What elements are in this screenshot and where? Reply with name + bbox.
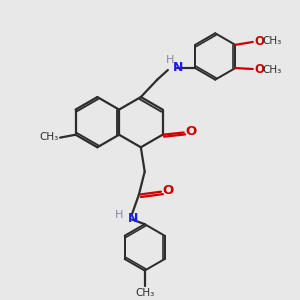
Text: CH₃: CH₃ <box>39 132 58 142</box>
Text: O: O <box>255 64 265 76</box>
Text: CH₃: CH₃ <box>262 65 282 75</box>
Text: O: O <box>163 184 174 197</box>
Text: CH₃: CH₃ <box>135 288 154 298</box>
Text: H: H <box>166 55 174 65</box>
Text: N: N <box>173 61 183 74</box>
Text: N: N <box>128 212 139 225</box>
Text: H: H <box>115 210 123 220</box>
Text: O: O <box>255 34 265 47</box>
Text: CH₃: CH₃ <box>262 36 282 46</box>
Text: O: O <box>185 124 196 137</box>
